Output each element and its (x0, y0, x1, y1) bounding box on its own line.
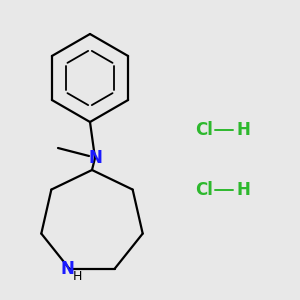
Text: H: H (73, 270, 82, 284)
Text: Cl: Cl (195, 121, 213, 139)
Text: Cl: Cl (195, 181, 213, 199)
Text: H: H (237, 121, 251, 139)
Text: H: H (237, 181, 251, 199)
Text: N: N (61, 260, 74, 278)
Text: N: N (88, 149, 102, 167)
